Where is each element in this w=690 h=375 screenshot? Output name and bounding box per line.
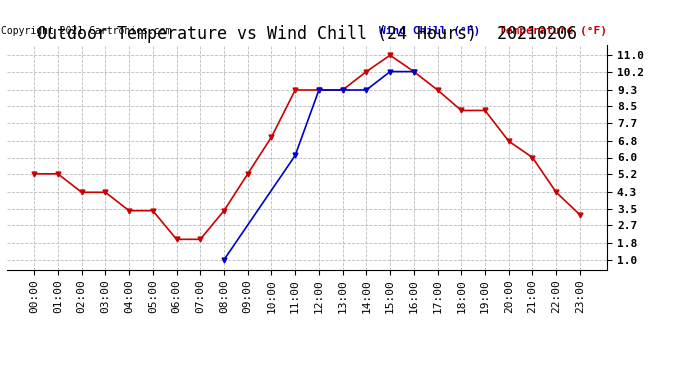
- Text: Temperature (°F): Temperature (°F): [499, 26, 607, 36]
- Text: Copyright 2021 Cartronics.com: Copyright 2021 Cartronics.com: [1, 26, 171, 36]
- Title: Outdoor Temperature vs Wind Chill (24 Hours)  20210206: Outdoor Temperature vs Wind Chill (24 Ho…: [37, 26, 577, 44]
- Text: Wind Chill (°F): Wind Chill (°F): [379, 26, 480, 36]
